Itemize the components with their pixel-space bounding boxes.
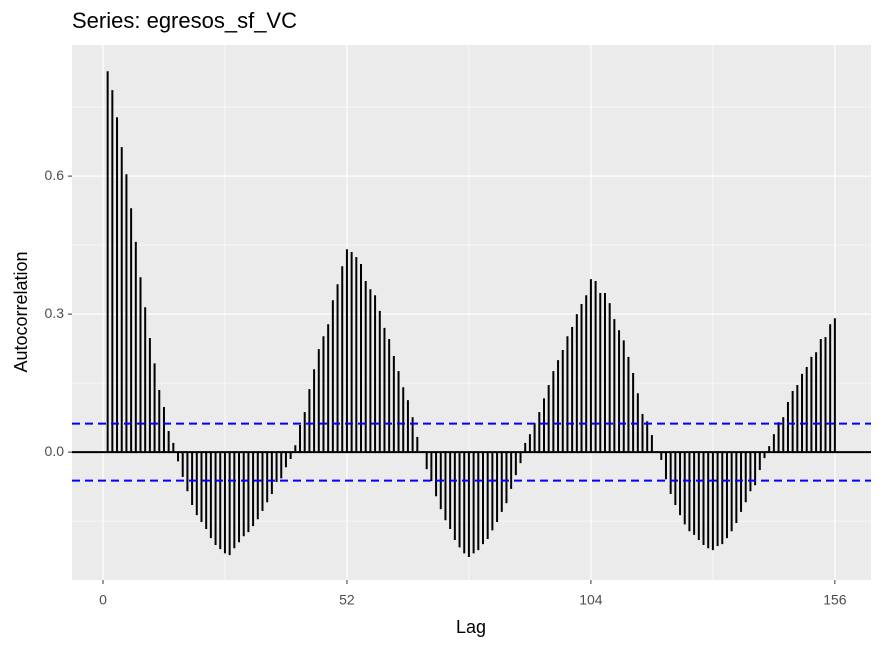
- panel: [72, 45, 871, 580]
- x-tick-label: 156: [823, 592, 847, 608]
- chart-title: Series: egresos_sf_VC: [72, 8, 297, 33]
- y-tick-label: 0.6: [45, 167, 65, 183]
- y-axis-label: Autocorrelation: [11, 251, 31, 372]
- x-tick-label: 104: [579, 592, 603, 608]
- y-tick-label: 0.3: [45, 305, 65, 321]
- y-tick-label: 0.0: [45, 443, 65, 459]
- x-tick-label: 52: [339, 592, 355, 608]
- x-axis-label: Lag: [456, 617, 486, 637]
- x-tick-label: 0: [99, 592, 107, 608]
